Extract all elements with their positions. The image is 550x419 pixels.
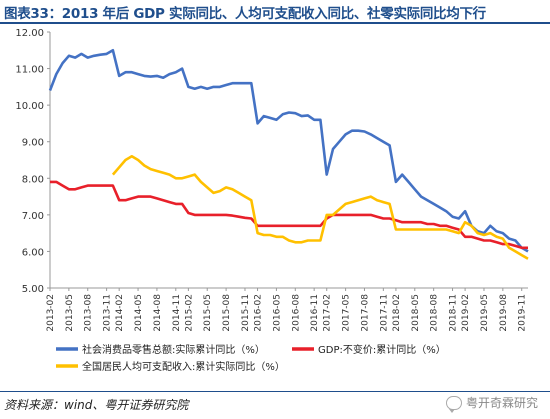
x-tick-label: 2014-08 (153, 294, 163, 332)
series-line-3 (111, 155, 529, 260)
x-tick-label: 2019-08 (499, 294, 509, 332)
x-tick-label: 2015-05 (203, 294, 213, 332)
chat-bubble-icon (445, 395, 462, 413)
x-tick-label: 2019-11 (518, 294, 528, 332)
x-tick-label: 2013-05 (65, 294, 75, 332)
x-tick-label: 2018-02 (392, 294, 402, 332)
x-tick-label: 2017-05 (342, 294, 352, 332)
y-tick-label: 11.00 (15, 65, 44, 76)
x-tick-label: 2015-08 (222, 294, 232, 332)
y-axis: 5.00 6.00 7.00 8.00 9.00 10.00 11.00 12.00 (15, 28, 50, 295)
x-tick-label: 2015-11 (241, 294, 251, 332)
x-tick-label: 2018-08 (430, 294, 440, 332)
x-tick-label: 2014-11 (172, 294, 182, 332)
x-tick-label: 2018-11 (449, 294, 459, 332)
x-tick-label: 2016-11 (310, 294, 320, 332)
line-chart: 5.00 6.00 7.00 8.00 9.00 10.00 11.00 12.00 2013… (15, 28, 529, 373)
x-tick-label: 2019-05 (480, 294, 490, 332)
legend-label-2: GDP:不变价:累计同比（%） (318, 343, 446, 356)
series-line-2 (50, 180, 528, 250)
plot-area (49, 32, 528, 289)
x-tick-label: 2013-02 (46, 294, 56, 332)
y-tick-label: 9.00 (22, 138, 44, 149)
x-tick-label: 2019-02 (461, 294, 471, 332)
x-axis: 2013-02 2013-05 2013-08 2013-11 2014-02 2014-… (46, 288, 528, 332)
x-tick-label: 2015-02 (184, 294, 194, 332)
legend: 社会消费品零售总额:实际累计同比（%） GDP:不变价:累计同比（%） 全国居民人均… (56, 343, 446, 373)
y-tick-label: 7.00 (22, 211, 44, 222)
figure-title: 图表33：2013 年后 GDP 实际同比、人均可支配收入同比、社零实际同比均下… (4, 6, 486, 22)
x-tick-label: 2016-02 (254, 294, 264, 332)
x-tick-label: 2016-05 (272, 294, 282, 332)
footer-rule (0, 391, 550, 392)
y-tick-label: 5.00 (22, 284, 44, 295)
x-tick-label: 2018-05 (411, 294, 421, 332)
legend-label-1: 社会消费品零售总额:实际累计同比（%） (82, 343, 265, 356)
y-tick-label: 12.00 (15, 28, 44, 39)
legend-label-3: 全国居民人均可支配收入:累计实际同比（%） (82, 360, 285, 373)
x-tick-label: 2013-08 (84, 294, 94, 332)
y-tick-label: 6.00 (22, 247, 44, 258)
x-tick-label: 2017-02 (323, 294, 333, 332)
x-tick-label: 2013-11 (103, 294, 113, 332)
watermark: 粤开奇霖研究 (445, 394, 538, 413)
x-tick-label: 2014-05 (134, 294, 144, 332)
series-line-1 (48, 49, 529, 253)
source-note: 资料来源：wind、粤开证券研究院 (4, 398, 189, 412)
series-group (48, 49, 529, 260)
title-rule (0, 22, 550, 24)
x-tick-label: 2016-08 (291, 294, 301, 332)
x-tick-label: 2014-02 (115, 294, 125, 332)
watermark-text: 粤开奇霖研究 (465, 396, 538, 410)
y-tick-label: 8.00 (22, 174, 44, 185)
y-tick-label: 10.00 (15, 101, 44, 112)
x-tick-label: 2017-08 (360, 294, 370, 332)
x-tick-label: 2017-11 (379, 294, 389, 332)
